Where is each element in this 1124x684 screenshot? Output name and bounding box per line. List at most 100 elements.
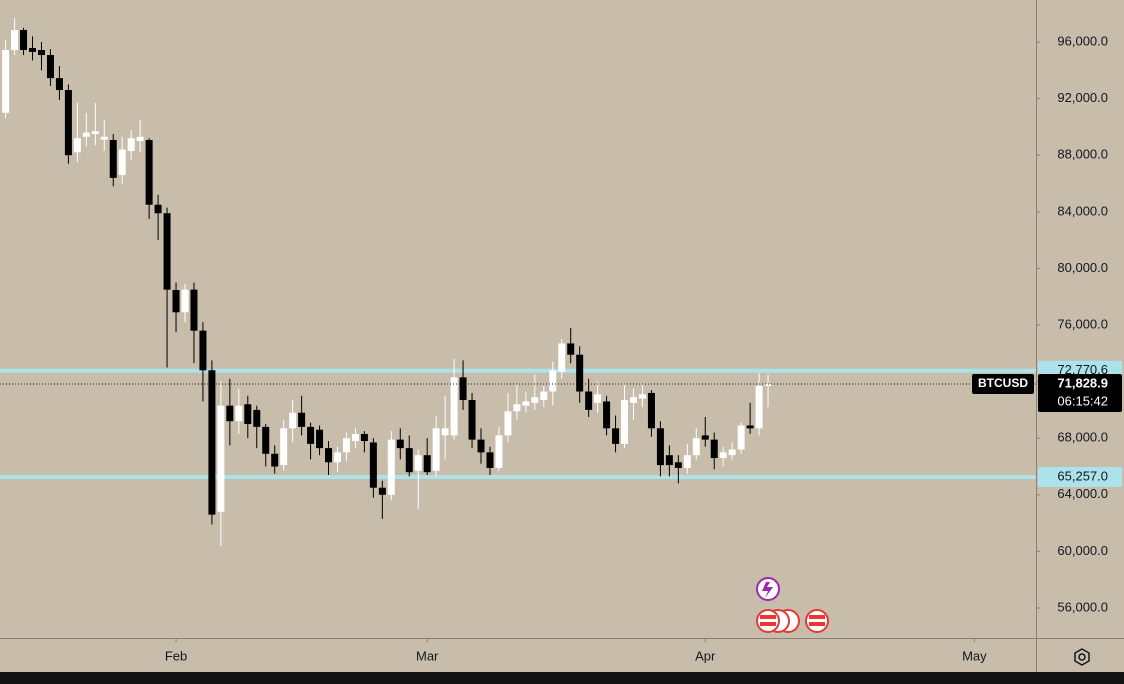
- candle-body: [208, 370, 216, 515]
- candle: [163, 207, 171, 368]
- symbol-tag-label: BTCUSD: [978, 376, 1028, 390]
- y-tick-label: 76,000.0: [1057, 316, 1108, 331]
- candle: [369, 438, 377, 498]
- candle: [576, 346, 584, 403]
- candle-body: [405, 448, 413, 473]
- y-tick-label: 96,000.0: [1057, 33, 1108, 48]
- candle-body: [127, 138, 135, 151]
- candle-body: [2, 50, 10, 113]
- candle-body: [226, 405, 234, 422]
- y-tick-label: 68,000.0: [1057, 430, 1108, 445]
- candle-body: [558, 343, 566, 372]
- candle: [567, 327, 575, 364]
- candle-body: [665, 455, 673, 466]
- candle: [719, 446, 727, 467]
- candle: [271, 445, 279, 474]
- candle: [755, 373, 763, 436]
- candle-body: [396, 439, 404, 449]
- candle-body: [289, 412, 297, 429]
- candle-body: [638, 394, 646, 399]
- candle-body: [504, 411, 512, 436]
- symbol-tag: [972, 374, 1034, 395]
- event-icon-glyph: [762, 582, 773, 598]
- candle-body: [674, 462, 682, 468]
- y-tick-label: 88,000.0: [1057, 147, 1108, 162]
- candle-body: [531, 397, 539, 403]
- candle-body: [755, 385, 763, 429]
- settings-icon-center[interactable]: [1078, 653, 1086, 661]
- candle: [746, 402, 754, 434]
- settings-button[interactable]: [1074, 648, 1090, 666]
- candle-body: [486, 452, 494, 468]
- settings-icon[interactable]: [1074, 648, 1090, 666]
- candle: [441, 395, 449, 460]
- candle: [342, 432, 350, 461]
- candle: [73, 102, 81, 163]
- candle: [127, 129, 135, 160]
- candle-body: [109, 140, 117, 178]
- candle-body: [468, 400, 476, 440]
- candle: [603, 395, 611, 436]
- bottom-bar: [0, 672, 1124, 684]
- event-icon[interactable]: [805, 609, 829, 633]
- candle-body: [459, 377, 467, 401]
- candle: [262, 424, 270, 467]
- candle-body: [630, 397, 637, 403]
- candle: [450, 358, 458, 440]
- candle-body: [244, 404, 252, 425]
- candle: [656, 421, 664, 477]
- candle-body: [764, 384, 772, 386]
- candle-body: [701, 435, 709, 440]
- flag-stripe: [760, 615, 776, 619]
- candle: [737, 422, 745, 454]
- candle: [378, 480, 386, 519]
- candle: [208, 360, 216, 525]
- candle-body: [576, 354, 584, 392]
- event-icons: [756, 577, 829, 633]
- candle: [531, 374, 539, 410]
- candle-body: [235, 405, 243, 422]
- candle: [11, 17, 19, 56]
- candle: [504, 392, 512, 443]
- candle: [100, 119, 108, 151]
- candle-body: [719, 452, 727, 459]
- candle-body: [91, 131, 99, 134]
- candle: [647, 390, 655, 437]
- x-tick-label: Mar: [416, 648, 439, 663]
- price-tag: [1038, 374, 1122, 413]
- candle: [396, 428, 404, 460]
- candle: [594, 381, 602, 413]
- candle: [621, 384, 629, 449]
- flag-stripe: [809, 615, 825, 619]
- candle: [109, 133, 117, 187]
- x-tick-label: May: [962, 648, 987, 663]
- candle: [145, 138, 153, 219]
- candle: [692, 428, 700, 460]
- candle: [136, 119, 144, 153]
- candle-body: [495, 435, 503, 468]
- candle-body: [154, 204, 162, 214]
- candle-body: [432, 428, 440, 471]
- candle-body: [656, 428, 664, 466]
- y-tick-label: 56,000.0: [1057, 599, 1108, 614]
- countdown-label: 06:15:42: [1057, 393, 1108, 408]
- candle: [540, 385, 548, 408]
- candle: [522, 391, 530, 413]
- candle: [683, 443, 691, 474]
- candle: [360, 431, 368, 453]
- candle: [154, 194, 162, 241]
- candle: [701, 416, 709, 447]
- flag-stripe: [760, 622, 776, 626]
- candle-body: [351, 433, 359, 442]
- event-icon[interactable]: [756, 609, 780, 633]
- candle-body: [325, 448, 333, 463]
- candle: [585, 378, 593, 417]
- candle: [468, 392, 476, 449]
- candle: [82, 112, 90, 147]
- candle: [459, 360, 467, 410]
- level-tag: [1038, 467, 1122, 488]
- y-tick-label: 64,000.0: [1057, 486, 1108, 501]
- candle-body: [64, 90, 72, 156]
